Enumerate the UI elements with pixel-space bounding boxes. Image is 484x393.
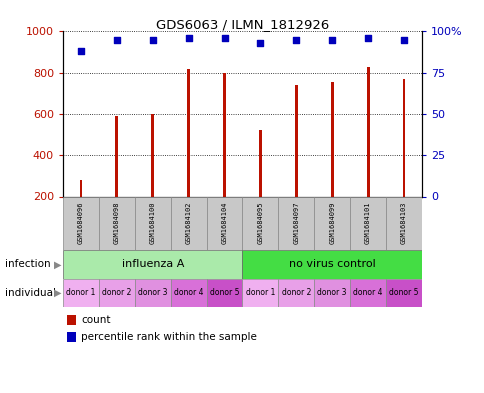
Bar <box>63 279 99 307</box>
Bar <box>330 82 333 196</box>
Text: GSM1684104: GSM1684104 <box>221 202 227 244</box>
Point <box>256 40 264 46</box>
Text: GSM1684100: GSM1684100 <box>150 202 155 244</box>
Bar <box>385 279 421 307</box>
Point <box>149 37 156 43</box>
Bar <box>170 279 206 307</box>
Bar <box>278 196 314 250</box>
Point <box>77 48 85 54</box>
Bar <box>63 196 99 250</box>
Text: donor 2: donor 2 <box>281 288 310 297</box>
Bar <box>135 196 170 250</box>
Bar <box>258 130 261 196</box>
Text: donor 2: donor 2 <box>102 288 131 297</box>
Text: GSM1684096: GSM1684096 <box>78 202 84 244</box>
Text: donor 1: donor 1 <box>66 288 95 297</box>
Text: GSM1684101: GSM1684101 <box>364 202 370 244</box>
Bar <box>223 73 226 196</box>
Bar <box>242 250 421 279</box>
Point <box>184 35 192 41</box>
Bar <box>314 279 349 307</box>
Text: donor 5: donor 5 <box>389 288 418 297</box>
Bar <box>206 196 242 250</box>
Text: infection: infection <box>5 259 50 269</box>
Text: donor 1: donor 1 <box>245 288 274 297</box>
Bar <box>170 196 206 250</box>
Text: influenza A: influenza A <box>121 259 183 269</box>
Bar <box>385 196 421 250</box>
Point <box>399 37 407 43</box>
Bar <box>151 114 154 196</box>
Bar <box>242 279 278 307</box>
Bar <box>135 279 170 307</box>
Text: donor 3: donor 3 <box>317 288 346 297</box>
Text: individual: individual <box>5 288 56 298</box>
Point <box>292 37 300 43</box>
Text: GSM1684102: GSM1684102 <box>185 202 191 244</box>
Text: GSM1684103: GSM1684103 <box>400 202 406 244</box>
Bar <box>66 316 76 325</box>
Bar <box>63 250 242 279</box>
Text: donor 4: donor 4 <box>353 288 382 297</box>
Text: ▶: ▶ <box>53 288 61 298</box>
Bar <box>366 66 369 196</box>
Bar <box>99 279 135 307</box>
Bar <box>402 79 405 196</box>
Text: GSM1684098: GSM1684098 <box>114 202 120 244</box>
Bar <box>99 196 135 250</box>
Text: GDS6063 / ILMN_1812926: GDS6063 / ILMN_1812926 <box>155 18 329 31</box>
Text: GSM1684095: GSM1684095 <box>257 202 263 244</box>
Text: no virus control: no virus control <box>288 259 375 269</box>
Text: donor 4: donor 4 <box>174 288 203 297</box>
Text: donor 3: donor 3 <box>138 288 167 297</box>
Bar <box>242 196 278 250</box>
Point <box>113 37 121 43</box>
Text: percentile rank within the sample: percentile rank within the sample <box>81 332 257 342</box>
Text: GSM1684099: GSM1684099 <box>329 202 334 244</box>
Bar <box>115 116 118 196</box>
Bar <box>294 85 297 196</box>
Point <box>328 37 335 43</box>
Bar <box>187 68 190 196</box>
Bar <box>314 196 349 250</box>
Bar <box>349 196 385 250</box>
Text: count: count <box>81 315 110 325</box>
Text: ▶: ▶ <box>53 259 61 269</box>
Point <box>220 35 228 41</box>
Bar <box>206 279 242 307</box>
Bar <box>79 180 82 196</box>
Point <box>363 35 371 41</box>
Bar <box>278 279 314 307</box>
Bar <box>349 279 385 307</box>
Text: donor 5: donor 5 <box>210 288 239 297</box>
Text: GSM1684097: GSM1684097 <box>293 202 299 244</box>
Bar <box>66 332 76 342</box>
